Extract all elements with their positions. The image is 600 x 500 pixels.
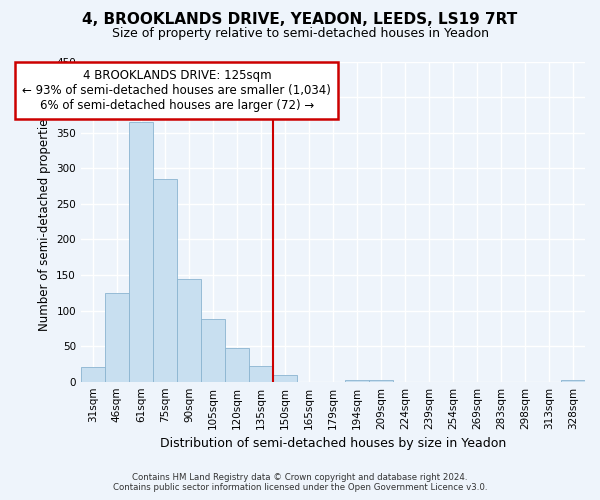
Bar bbox=[81, 368, 105, 382]
Text: 4, BROOKLANDS DRIVE, YEADON, LEEDS, LS19 7RT: 4, BROOKLANDS DRIVE, YEADON, LEEDS, LS19… bbox=[82, 12, 518, 28]
Bar bbox=[273, 374, 297, 382]
Text: Contains HM Land Registry data © Crown copyright and database right 2024.
Contai: Contains HM Land Registry data © Crown c… bbox=[113, 473, 487, 492]
Text: 4 BROOKLANDS DRIVE: 125sqm
← 93% of semi-detached houses are smaller (1,034)
6% : 4 BROOKLANDS DRIVE: 125sqm ← 93% of semi… bbox=[22, 68, 331, 112]
X-axis label: Distribution of semi-detached houses by size in Yeadon: Distribution of semi-detached houses by … bbox=[160, 437, 506, 450]
Bar bbox=[129, 122, 153, 382]
Text: Size of property relative to semi-detached houses in Yeadon: Size of property relative to semi-detach… bbox=[112, 28, 488, 40]
Bar bbox=[153, 179, 177, 382]
Bar bbox=[201, 319, 225, 382]
Bar bbox=[249, 366, 273, 382]
Bar bbox=[225, 348, 249, 382]
Bar bbox=[345, 380, 369, 382]
Y-axis label: Number of semi-detached properties: Number of semi-detached properties bbox=[38, 112, 50, 331]
Bar bbox=[369, 380, 393, 382]
Bar bbox=[177, 278, 201, 382]
Bar bbox=[561, 380, 585, 382]
Bar bbox=[105, 292, 129, 382]
